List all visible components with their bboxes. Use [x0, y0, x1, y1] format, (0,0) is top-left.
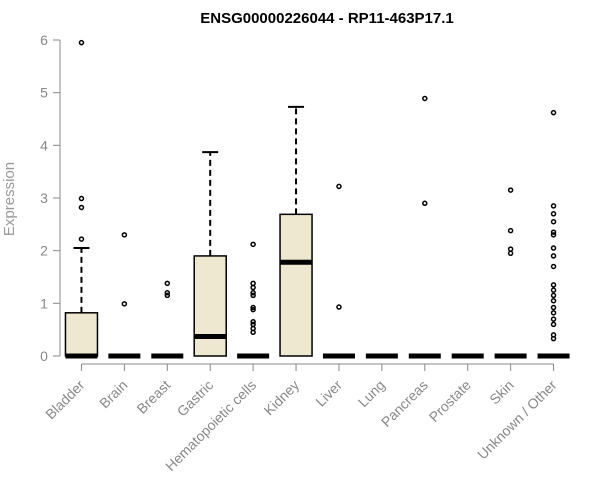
outlier-point: [507, 187, 514, 193]
outlier-point: [507, 246, 514, 252]
x-tick-label: Prostate: [426, 377, 474, 425]
outlier-point: [164, 280, 171, 287]
box-5: [237, 241, 270, 359]
outlier-point: [422, 200, 428, 207]
outlier-point: [164, 292, 171, 299]
outlier-point: [78, 236, 85, 242]
box-11: [494, 187, 527, 359]
outlier-point: [550, 253, 557, 259]
outlier-point: [550, 321, 557, 328]
x-tick-label: Breast: [133, 377, 173, 417]
box-6: [279, 105, 313, 357]
box-iqr: [64, 312, 99, 357]
outlier-point: [422, 95, 428, 102]
outlier-point: [550, 332, 557, 338]
outlier-point: [250, 306, 256, 313]
outlier-point: [250, 319, 256, 325]
outlier-point: [250, 284, 256, 291]
outlier-point: [550, 203, 557, 209]
outlier-point: [550, 211, 557, 217]
x-tick-label: Unknown / Other: [474, 377, 560, 463]
outlier-point: [121, 232, 128, 238]
outlier-point: [121, 301, 128, 307]
outlier-point: [550, 297, 557, 304]
outlier-point: [164, 290, 171, 296]
outlier-point: [250, 304, 256, 311]
outlier-point: [250, 325, 256, 332]
outlier-point: [336, 304, 342, 310]
y-tick-label: 4: [40, 137, 48, 153]
boxes: [64, 39, 570, 359]
outlier-point: [336, 183, 342, 190]
x-tick-label: Kidney: [261, 377, 303, 419]
box-4: [193, 151, 227, 357]
y-tick-label: 6: [40, 32, 48, 48]
x-tick-label: Skin: [486, 377, 517, 408]
outlier-point: [250, 280, 256, 287]
outlier-point: [550, 109, 557, 116]
y-axis-label: Expression: [1, 162, 18, 236]
box-iqr: [193, 255, 227, 357]
y-tick-label: 5: [40, 85, 48, 101]
outlier-point: [550, 292, 557, 299]
outlier-point: [78, 195, 85, 202]
outlier-point: [550, 218, 557, 225]
outlier-point: [250, 321, 256, 328]
x-tick-label: Pancreas: [378, 377, 431, 430]
y-tick-label: 1: [40, 295, 48, 311]
outlier-point: [550, 263, 557, 270]
y-axis: 0 1 2 3 4 5 6: [40, 32, 61, 364]
outlier-point: [250, 292, 256, 299]
y-tick-label: 0: [40, 348, 48, 364]
outlier-point: [550, 316, 557, 322]
outlier-point: [507, 250, 514, 257]
box-3: [151, 280, 184, 359]
box-7: [322, 183, 355, 359]
outlier-point: [550, 282, 557, 288]
outlier-point: [550, 229, 557, 235]
x-tick-label: Liver: [312, 377, 345, 410]
outlier-point: [550, 245, 557, 251]
y-tick-label: 2: [40, 243, 48, 259]
outlier-point: [507, 227, 514, 234]
outlier-point: [250, 290, 256, 296]
x-tick-label: Lung: [355, 377, 388, 410]
box-1: [64, 39, 99, 359]
outlier-point: [78, 204, 85, 211]
outlier-point: [78, 39, 85, 46]
x-tick-label: Bladder: [42, 377, 88, 423]
outlier-point: [550, 310, 557, 316]
box-2: [108, 232, 141, 359]
outlier-point: [550, 232, 557, 238]
y-tick-label: 3: [40, 190, 48, 206]
outlier-point: [550, 304, 557, 311]
box-12: [537, 109, 570, 359]
box-9: [408, 95, 441, 359]
outlier-point: [250, 241, 256, 248]
chart-title: ENSG00000226044 - RP11-463P17.1: [200, 10, 454, 27]
box-iqr: [279, 213, 313, 357]
outlier-point: [550, 287, 557, 293]
x-tick-label: Gastric: [174, 377, 217, 420]
x-tick-label: Brain: [96, 377, 130, 411]
